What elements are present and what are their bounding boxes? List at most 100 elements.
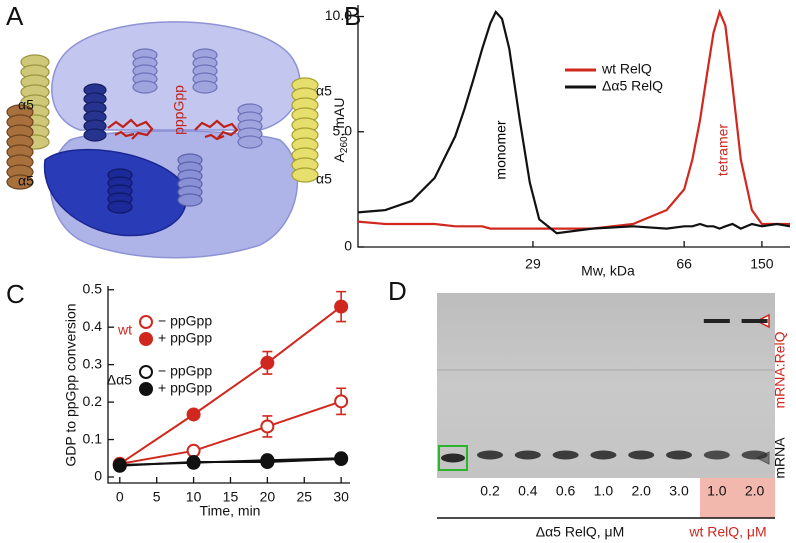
x-tick-label: 20: [260, 489, 276, 505]
helix-turn: [237, 135, 263, 149]
gel-band: [741, 450, 768, 460]
x-axis-label: Mw, kDa: [581, 263, 635, 279]
y-tick-label: 5.0: [333, 122, 353, 138]
group-label: wt RelQ, μM: [688, 524, 766, 540]
legend-label: + ppGpp: [158, 330, 212, 346]
y-axis-label: GDP to ppGpp conversion: [63, 303, 79, 466]
legend-marker: [139, 382, 153, 396]
data-point: [260, 453, 275, 468]
x-tick-label: 29: [525, 256, 541, 272]
y-axis-label: A260, mAU: [331, 98, 350, 163]
legend-label: − ppGpp: [158, 313, 212, 329]
helices: [6, 48, 319, 214]
trace: [357, 8, 790, 230]
data-point: [186, 443, 201, 458]
band-label: mRNA: [772, 437, 788, 479]
complex-band: [703, 319, 730, 323]
legend-marker: [139, 365, 153, 379]
y-label-suffix: , mAU: [331, 98, 347, 137]
ligand-sticks: [107, 118, 239, 141]
helix-label: α5: [316, 171, 332, 187]
gel-panel: [437, 293, 775, 519]
x-tick-label: 5: [153, 489, 161, 505]
panel-letter: A: [6, 1, 24, 31]
data-point: [334, 394, 349, 409]
y-tick-label: 0.5: [83, 280, 103, 296]
legend-marker: [139, 332, 153, 346]
helix-turn: [132, 80, 158, 94]
legend-group: Δα5: [107, 372, 132, 388]
complex-band: [741, 319, 768, 323]
y-tick-label: 0.1: [83, 430, 103, 446]
y-tick-label: 0.4: [83, 318, 103, 334]
annotation: tetramer: [715, 124, 731, 176]
gel-band: [552, 450, 579, 460]
data-point: [260, 419, 275, 434]
legend-label: wt RelQ: [601, 61, 652, 77]
gel-band: [628, 450, 655, 460]
helix-turn: [83, 128, 107, 142]
y-tick-label: 0: [344, 238, 352, 254]
legend-label: Δα5 RelQ: [602, 78, 663, 94]
band-label: mRNA:RelQ: [772, 331, 788, 408]
control-box: [438, 445, 468, 471]
trace: [119, 457, 342, 466]
data-point: [334, 451, 349, 466]
x-tick-label: 0: [116, 489, 124, 505]
gel-band: [514, 450, 541, 460]
lane-label: 3.0: [669, 483, 689, 499]
helix-turn: [291, 167, 319, 183]
trace: [119, 400, 342, 465]
axis-frame: [107, 286, 350, 484]
x-tick-label: 30: [333, 489, 349, 505]
panel-letter: C: [6, 279, 25, 309]
gel-band: [441, 453, 465, 463]
panel-letter: D: [388, 276, 407, 306]
annotation: monomer: [493, 120, 509, 179]
ligand-label: pppGpp: [171, 85, 187, 135]
data-point: [334, 299, 349, 314]
data-point: [260, 355, 275, 370]
panel-letter: B: [344, 1, 361, 31]
helix-label: α5: [18, 97, 34, 113]
data-point: [186, 407, 201, 422]
group-label: Δα5 RelQ, μM: [536, 524, 625, 540]
x-axis-label: Time, min: [200, 503, 261, 519]
lane-label: 1.0: [707, 483, 727, 499]
gel-band: [477, 450, 503, 460]
wt-highlight: [700, 478, 775, 518]
legend-label: − ppGpp: [158, 363, 212, 379]
legend-marker: [139, 315, 153, 329]
data-point: [112, 458, 127, 473]
gel-band: [666, 450, 692, 460]
upper-subunit: [51, 21, 301, 131]
lane-label: 0.4: [518, 483, 538, 499]
gel: [437, 293, 775, 478]
lane-label: 2.0: [631, 483, 651, 499]
trace: [119, 305, 342, 465]
lane-label: 1.0: [594, 483, 614, 499]
helix-label: α5: [316, 83, 332, 99]
helix-turn: [6, 174, 34, 190]
legend-label: + ppGpp: [158, 380, 212, 396]
y-label-main: A: [331, 152, 347, 162]
lane-label: 0.2: [480, 483, 500, 499]
y-tick-label: 0: [94, 468, 102, 484]
gel-band: [590, 450, 617, 460]
lane-label: 0.6: [556, 483, 576, 499]
x-tick-label: 150: [750, 256, 774, 272]
y-tick-label: 10.0: [325, 7, 352, 23]
x-tick-label: 10: [186, 489, 202, 505]
structure-panel: [6, 21, 319, 259]
helix-turn: [107, 200, 133, 214]
trace: [357, 9, 791, 235]
y-label-sub: 260: [339, 136, 350, 153]
x-tick-label: 15: [223, 489, 239, 505]
helix-turn: [192, 80, 218, 94]
lane-label: 2.0: [745, 483, 765, 499]
gel-band: [703, 450, 730, 460]
helix-turn: [177, 193, 203, 207]
x-tick-label: 66: [676, 256, 692, 272]
x-tick-label: 25: [296, 489, 312, 505]
